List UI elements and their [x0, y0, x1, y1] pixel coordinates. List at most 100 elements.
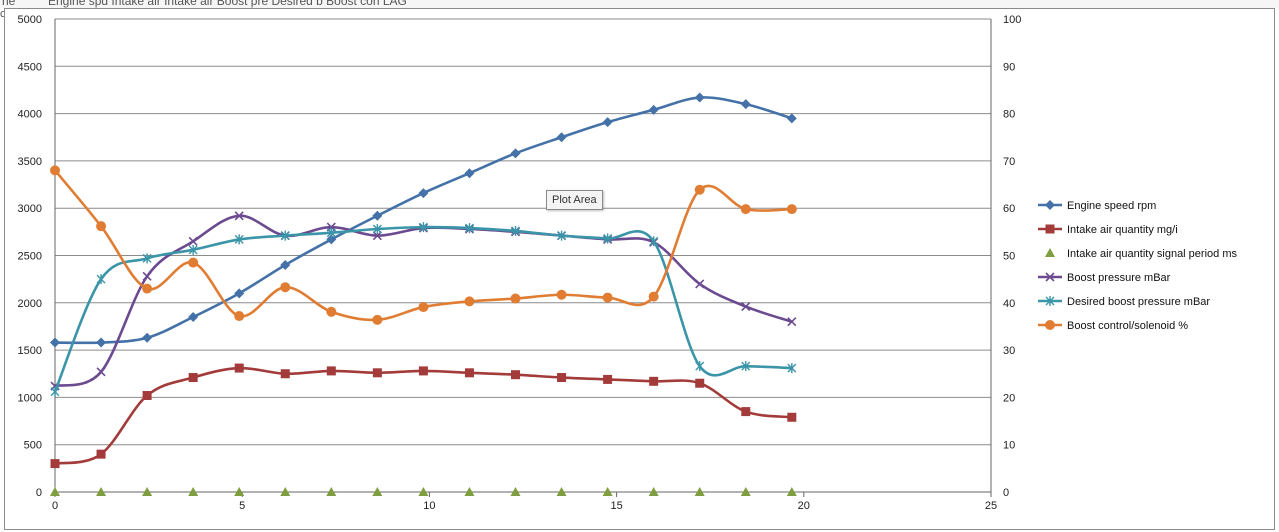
- data-point: [602, 487, 613, 496]
- legend-marker: [1045, 224, 1055, 234]
- x-tick-label: 5: [239, 500, 245, 512]
- data-point: [326, 366, 336, 376]
- data-point: [786, 204, 797, 215]
- data-point: [280, 282, 291, 293]
- legend-label: Boost pressure mBar: [1067, 272, 1171, 284]
- legend-item: Boost control/solenoid %: [1038, 320, 1188, 332]
- data-point: [50, 459, 60, 469]
- data-point: [557, 373, 567, 383]
- data-point: [464, 368, 474, 378]
- series-4: [50, 222, 797, 397]
- data-point: [372, 487, 383, 496]
- data-point: [694, 487, 705, 496]
- legend-item: Boost pressure mBar: [1038, 272, 1171, 284]
- data-point: [280, 259, 291, 270]
- y-tick-label: 1500: [18, 345, 42, 357]
- y-tick-label: 2500: [18, 251, 42, 263]
- data-point: [418, 366, 428, 376]
- data-point: [648, 291, 659, 302]
- data-point: [418, 302, 429, 313]
- data-point: [96, 449, 106, 459]
- legend-label: Engine speed rpm: [1067, 200, 1156, 212]
- data-point: [602, 117, 613, 128]
- data-point: [96, 487, 107, 496]
- data-point: [188, 236, 198, 246]
- series-header-strip: Engine spd Intake air Intake air Boost p…: [48, 0, 407, 8]
- data-point: [602, 292, 613, 303]
- series-5: [50, 165, 797, 325]
- data-point: [741, 302, 751, 312]
- data-point: [50, 165, 60, 176]
- data-point: [372, 231, 382, 241]
- legend-item: Desired boost pressure mBar: [1038, 296, 1210, 308]
- data-point: [695, 378, 705, 388]
- data-point: [142, 391, 152, 401]
- data-point: [234, 288, 245, 299]
- data-point: [280, 369, 290, 379]
- legend-label: Desired boost pressure mBar: [1067, 296, 1210, 308]
- data-point: [234, 311, 245, 322]
- data-point: [418, 222, 428, 233]
- series-line: [53, 214, 794, 388]
- data-point: [787, 412, 797, 422]
- data-point: [787, 317, 797, 327]
- y2-tick-label: 70: [1003, 156, 1015, 168]
- legend[interactable]: Engine speed rpm Intake air quantity mg/i…: [1038, 200, 1237, 332]
- data-point: [741, 361, 751, 372]
- series-0: [50, 92, 797, 348]
- y2-tick-label: 100: [1003, 14, 1021, 26]
- data-point: [50, 386, 60, 397]
- data-point: [326, 306, 337, 317]
- chart-area[interactable]: [4, 8, 1275, 530]
- legend-item: Intake air quantity signal period ms: [1045, 248, 1237, 260]
- data-point: [740, 204, 751, 215]
- data-point: [464, 296, 475, 307]
- data-point: [464, 168, 475, 179]
- data-point: [96, 221, 107, 232]
- y2-tick-label: 0: [1003, 487, 1009, 499]
- data-point: [280, 487, 291, 496]
- y2-tick-label: 20: [1003, 392, 1015, 404]
- data-point: [694, 92, 705, 103]
- x-tick-label: 15: [610, 500, 622, 512]
- data-point: [372, 224, 382, 235]
- y-tick-label: 4000: [18, 109, 42, 121]
- data-point: [188, 257, 199, 268]
- plot-area-tooltip: Plot Area: [546, 190, 603, 210]
- data-point: [188, 244, 198, 255]
- legend-marker: [1045, 320, 1055, 330]
- y2-tick-label: 50: [1003, 251, 1015, 263]
- x-tick-label: 0: [52, 500, 58, 512]
- series-2: [50, 487, 797, 496]
- sheet-tab-strip: ne Engine spd Intake air Intake air Boos…: [0, 0, 1279, 8]
- series-1: [50, 363, 797, 469]
- y2-tick-label: 10: [1003, 440, 1015, 452]
- data-point: [142, 253, 152, 264]
- data-point: [326, 234, 337, 245]
- legend-marker: [1045, 296, 1055, 306]
- legend-item: Intake air quantity mg/i: [1038, 224, 1178, 236]
- data-point: [740, 487, 751, 496]
- x-tick-label: 25: [985, 500, 997, 512]
- data-point: [326, 227, 336, 238]
- series-3: [50, 211, 797, 391]
- series-layer: [50, 92, 797, 496]
- data-point: [188, 487, 199, 496]
- data-point: [234, 234, 244, 245]
- data-point: [50, 487, 60, 496]
- data-point: [556, 487, 567, 496]
- data-point: [234, 487, 245, 496]
- y2-tick-label: 40: [1003, 298, 1015, 310]
- data-point: [557, 230, 567, 241]
- y-tick-label: 3500: [18, 156, 42, 168]
- x-tick-label: 10: [423, 500, 435, 512]
- y2-tick-label: 30: [1003, 345, 1015, 357]
- data-point: [556, 289, 567, 300]
- data-point: [50, 337, 60, 348]
- data-point: [142, 487, 153, 496]
- data-point: [511, 370, 521, 380]
- data-point: [603, 233, 613, 244]
- data-point: [741, 407, 751, 417]
- data-point: [418, 188, 429, 199]
